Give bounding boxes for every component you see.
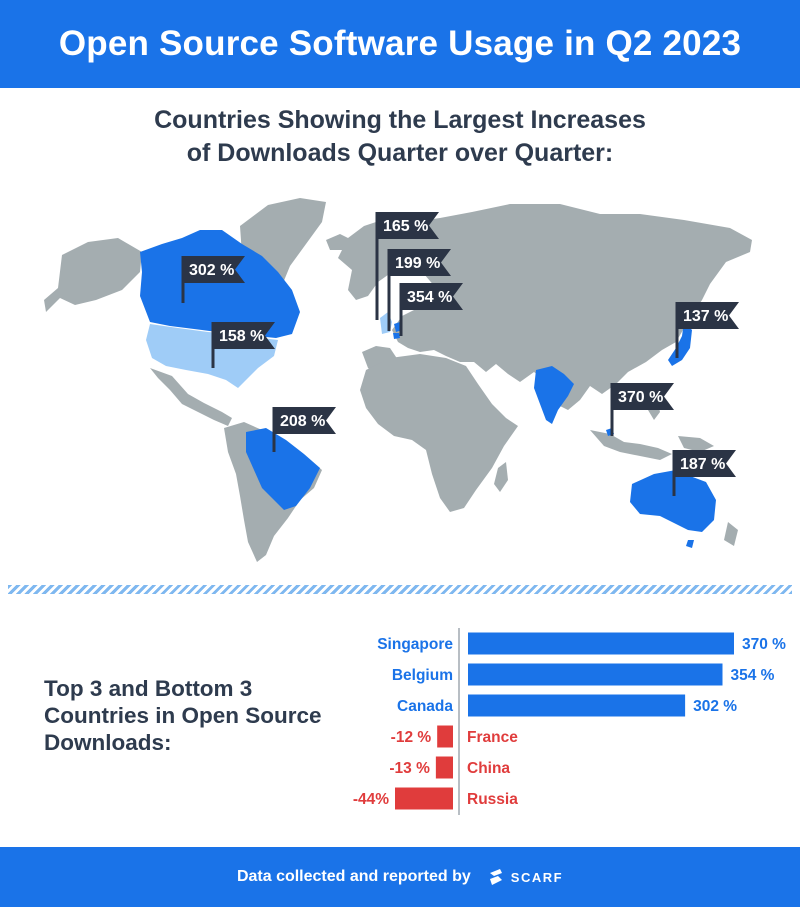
australia-shape (630, 470, 716, 532)
flag-value-label: 165 % (383, 218, 428, 235)
bar-row-canada: Canada 302 % (397, 694, 737, 717)
bar-value-label: -44% (353, 791, 389, 808)
tasmania-shape (686, 540, 694, 548)
india-shape (534, 366, 574, 424)
bar-category-label: Canada (397, 698, 453, 715)
brazil-shape (246, 428, 320, 510)
header-banner: Open Source Software Usage in Q2 2023 (0, 0, 800, 88)
map-flag-japan: 137 % (675, 302, 739, 358)
indonesia (590, 430, 672, 460)
map-flag-australia: 187 % (672, 450, 736, 496)
map-flag-belgium: 354 % (399, 283, 463, 336)
africa (360, 354, 518, 512)
bar-singapore (468, 632, 734, 655)
flag-value-label: 208 % (280, 413, 325, 430)
bar-row-france: France -12 % (391, 725, 518, 748)
footer-banner: Data collected and reported by SCARF (0, 847, 800, 907)
belgium-shape (393, 333, 400, 339)
section-divider (8, 585, 792, 594)
scarf-logo-icon (489, 869, 502, 885)
flag-value-label: 199 % (395, 255, 440, 272)
map-flag-canada: 302 % (181, 256, 245, 303)
iceland (326, 234, 352, 250)
new-guinea (678, 436, 714, 452)
flag-banner (389, 249, 451, 276)
flag-banner (377, 212, 439, 239)
scarf-logo[interactable]: SCARF (487, 868, 563, 886)
bar-value-label: 370 % (742, 636, 786, 653)
bar-value-label: -12 % (391, 729, 432, 746)
flag-banner (677, 302, 739, 329)
flag-banner (274, 407, 336, 434)
scarf-logo-text: SCARF (510, 869, 564, 885)
flag-value-label: 354 % (407, 289, 452, 306)
bar-title-line-3: Downloads: (44, 730, 172, 755)
flag-banner (674, 450, 736, 477)
flag-banner (612, 383, 674, 410)
flag-banner (213, 322, 275, 349)
map-flag-united-states: 158 % (211, 322, 275, 368)
bar-section-title: Top 3 and Bottom 3 Countries in Open Sou… (44, 675, 322, 756)
bar-chart-bars: Singapore 370 % Belgium 354 % Canada 302 % Fra… (353, 632, 786, 810)
bar-russia (395, 787, 453, 810)
bar-value-label: 354 % (730, 667, 774, 684)
madagascar (494, 462, 508, 492)
bar-value-label: -13 % (389, 760, 430, 777)
bar-category-label: Singapore (377, 636, 453, 653)
flag-value-label: 137 % (683, 308, 728, 325)
footer-credit: Data collected and reported by (236, 868, 471, 885)
japan-shape (668, 322, 692, 366)
canada-shape (140, 230, 300, 338)
bar-category-label: China (467, 760, 510, 777)
map-flag-united-kingdom: 165 % (375, 212, 439, 320)
bar-category-label: Belgium (392, 667, 453, 684)
bar-row-russia: Russia -44% (353, 787, 518, 810)
bar-title-line-1: Top 3 and Bottom 3 (44, 676, 253, 701)
bar-row-singapore: Singapore 370 % (377, 632, 786, 655)
bar-belgium (468, 663, 723, 686)
bar-row-china: China -13 % (389, 756, 510, 779)
bar-china (435, 756, 453, 779)
bar-category-label: Russia (467, 791, 518, 808)
bar-row-belgium: Belgium 354 % (392, 663, 775, 686)
flag-value-label: 158 % (219, 328, 264, 345)
bar-france (437, 725, 453, 748)
flag-value-label: 187 % (680, 456, 725, 473)
bar-title-line-2: Countries in Open Source (44, 703, 322, 728)
alaska (44, 238, 142, 312)
flag-banner (183, 256, 245, 283)
flag-banner (401, 283, 463, 310)
map-subtitle: Countries Showing the Largest Increases … (0, 104, 800, 170)
map-subtitle-line-2: of Downloads Quarter over Quarter: (186, 139, 614, 167)
map-flag-brazil: 208 % (272, 407, 336, 452)
map-flag-singapore: 370 % (610, 383, 674, 436)
new-zealand (724, 522, 738, 546)
bar-value-label: 302 % (693, 698, 737, 715)
map-subtitle-line-1: Countries Showing the Largest Increases (154, 106, 646, 134)
flag-value-label: 370 % (618, 389, 663, 406)
page-title: Open Source Software Usage in Q2 2023 (58, 24, 742, 63)
central-america (150, 368, 232, 426)
flag-value-label: 302 % (189, 262, 234, 279)
bar-canada (468, 694, 686, 717)
map-flags: 302 % 158 % 165 % 199 % 354 % 137 % 370 % 208 %… (181, 212, 739, 496)
map-flag-netherlands: 199 % (387, 249, 451, 331)
bar-category-label: France (467, 729, 518, 746)
